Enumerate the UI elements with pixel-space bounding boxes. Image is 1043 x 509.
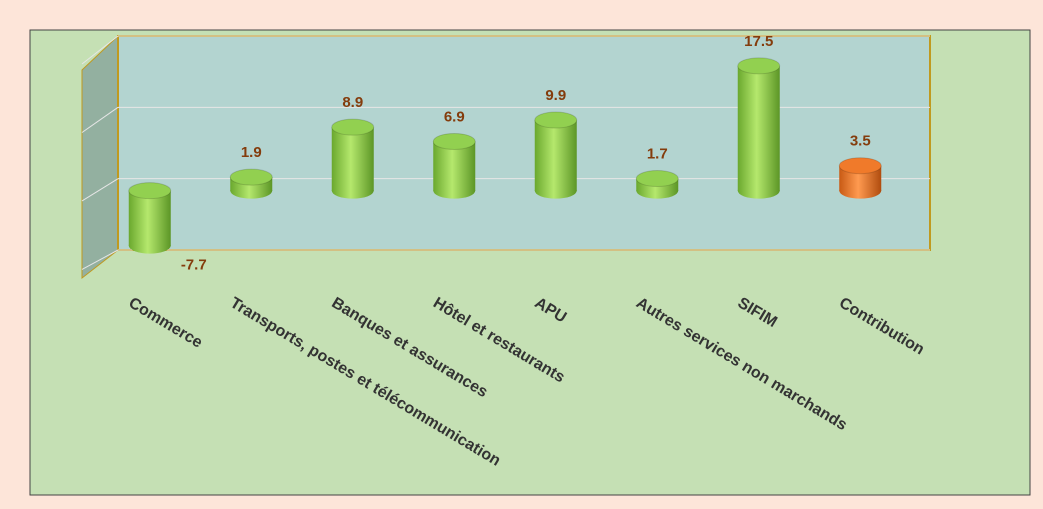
value-label: 6.9 bbox=[444, 108, 465, 125]
value-label: 3.5 bbox=[850, 133, 871, 150]
bar bbox=[331, 127, 374, 191]
bar-top bbox=[229, 168, 273, 186]
bar-top bbox=[838, 157, 882, 175]
value-label: 1.9 bbox=[241, 144, 262, 161]
value-label: 17.5 bbox=[744, 33, 773, 50]
side-grid-line bbox=[81, 106, 119, 133]
side-grid-line bbox=[81, 249, 119, 270]
value-label: 8.9 bbox=[342, 94, 363, 111]
bar bbox=[534, 120, 577, 191]
value-label: 9.9 bbox=[545, 87, 566, 104]
bar-top bbox=[432, 132, 476, 150]
bar-top bbox=[737, 57, 781, 75]
bar-top bbox=[331, 118, 375, 136]
side-wall bbox=[81, 34, 119, 280]
value-label: 1.7 bbox=[647, 146, 668, 163]
bar bbox=[128, 190, 171, 246]
bar-top bbox=[635, 170, 679, 188]
value-label: -7.7 bbox=[181, 257, 207, 274]
bar bbox=[737, 65, 780, 191]
side-grid-line bbox=[81, 35, 119, 65]
side-grid-line bbox=[81, 178, 119, 202]
bar-top bbox=[534, 111, 578, 129]
bar-top bbox=[128, 182, 172, 200]
back-wall bbox=[117, 35, 931, 251]
bar bbox=[433, 141, 476, 191]
